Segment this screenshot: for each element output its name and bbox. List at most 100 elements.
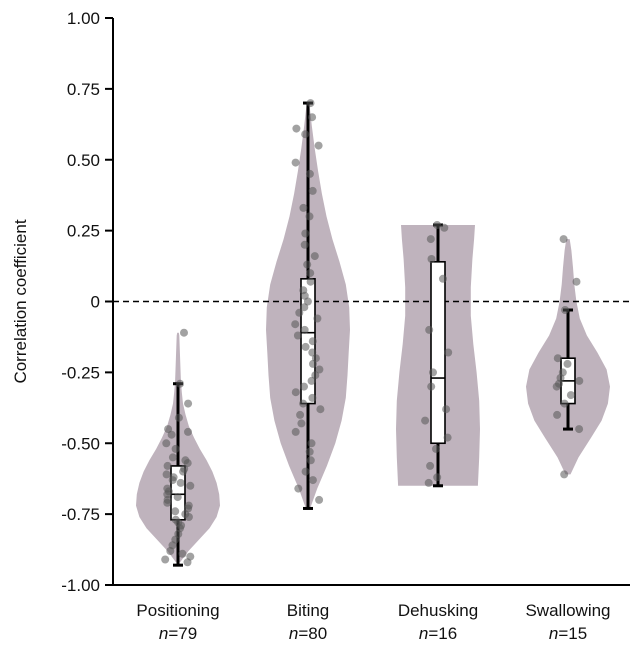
data-point [297,419,306,428]
data-point [161,555,170,564]
data-point [563,359,572,368]
violins-layer [136,103,610,563]
data-point [572,277,581,286]
points-layer [161,99,584,567]
data-point [179,467,188,476]
data-point [433,221,442,229]
data-point [171,444,180,453]
data-point [575,376,584,385]
data-point [315,365,324,374]
data-point [443,433,452,442]
y-tick-label: 0.50 [67,151,100,170]
data-point [291,427,300,436]
data-point [162,439,171,448]
y-tick-label: 0 [91,293,100,312]
data-point [560,399,569,408]
sample-size-symbol: n [159,624,168,643]
sample-size-value: =16 [428,624,457,643]
data-point [186,481,195,490]
data-point [559,235,568,244]
data-point [306,99,315,108]
data-point [184,427,192,436]
data-point [307,439,316,448]
data-point [424,478,433,487]
data-point [444,348,453,357]
sample-size-symbol: n [289,624,298,643]
y-tick-label: 0.25 [67,222,100,241]
data-point [308,113,317,122]
data-point [316,405,325,414]
y-tick-label: 1.00 [67,9,100,28]
data-point [306,269,315,278]
data-point [307,376,316,385]
data-point [300,303,309,312]
data-point [174,413,183,422]
data-point [308,393,317,402]
boxes-layer [170,101,576,567]
data-point [305,212,314,221]
data-point [171,507,180,516]
data-point [178,549,187,558]
data-point [167,430,176,439]
data-point [293,331,302,340]
box-dehusking [430,261,446,445]
data-point [425,325,434,334]
data-point [301,229,310,238]
data-point [299,399,308,408]
category-label: Biting [287,601,330,620]
data-point [553,410,562,419]
data-point [310,252,319,261]
data-point [300,325,309,334]
data-point [168,476,177,485]
data-point [168,453,177,462]
data-point [426,461,435,470]
data-point [180,328,188,337]
data-point [300,382,308,391]
sample-size-symbol: n [419,624,428,643]
category-label: Positioning [136,601,219,620]
data-point [306,456,315,465]
sample-size-value: =79 [168,624,197,643]
data-point [306,277,315,286]
data-point [305,447,314,456]
data-point [426,235,435,244]
data-point [296,410,305,419]
data-point [301,342,310,351]
data-point [299,203,308,212]
data-point [184,513,193,521]
data-point [308,476,317,485]
data-point [305,169,314,178]
data-point [291,320,300,329]
data-point [291,158,300,167]
y-tick-label: -0.25 [61,363,100,382]
x-category-labels: Positioningn=79Bitingn=80Dehuskingn=16Sw… [136,601,610,643]
y-ticks: 1.00 0.75 0.50 0.25 0 -0.25 -0.50 -0.75 -1.00 [61,9,113,595]
sample-size-symbol: n [549,624,558,643]
data-point [433,473,442,482]
data-point [303,260,312,269]
data-point [176,478,185,487]
y-tick-label: -0.75 [61,505,100,524]
data-point [294,484,303,493]
data-point [176,379,184,388]
data-point [163,498,172,507]
data-point [308,337,317,346]
data-point [427,382,436,391]
data-point [427,255,436,263]
sample-size-label: n=80 [289,624,327,643]
data-point [301,130,310,139]
sample-size-label: n=15 [549,624,587,643]
data-point [553,354,562,363]
sample-size-label: n=79 [159,624,197,643]
y-tick-label: -0.50 [61,434,100,453]
data-point [315,495,324,504]
data-point [183,558,192,567]
data-point [309,359,317,368]
data-point [300,240,309,249]
data-point [166,547,175,555]
data-point [560,470,569,479]
data-point [162,470,171,479]
y-tick-label: 0.75 [67,80,100,99]
sample-size-value: =80 [298,624,327,643]
